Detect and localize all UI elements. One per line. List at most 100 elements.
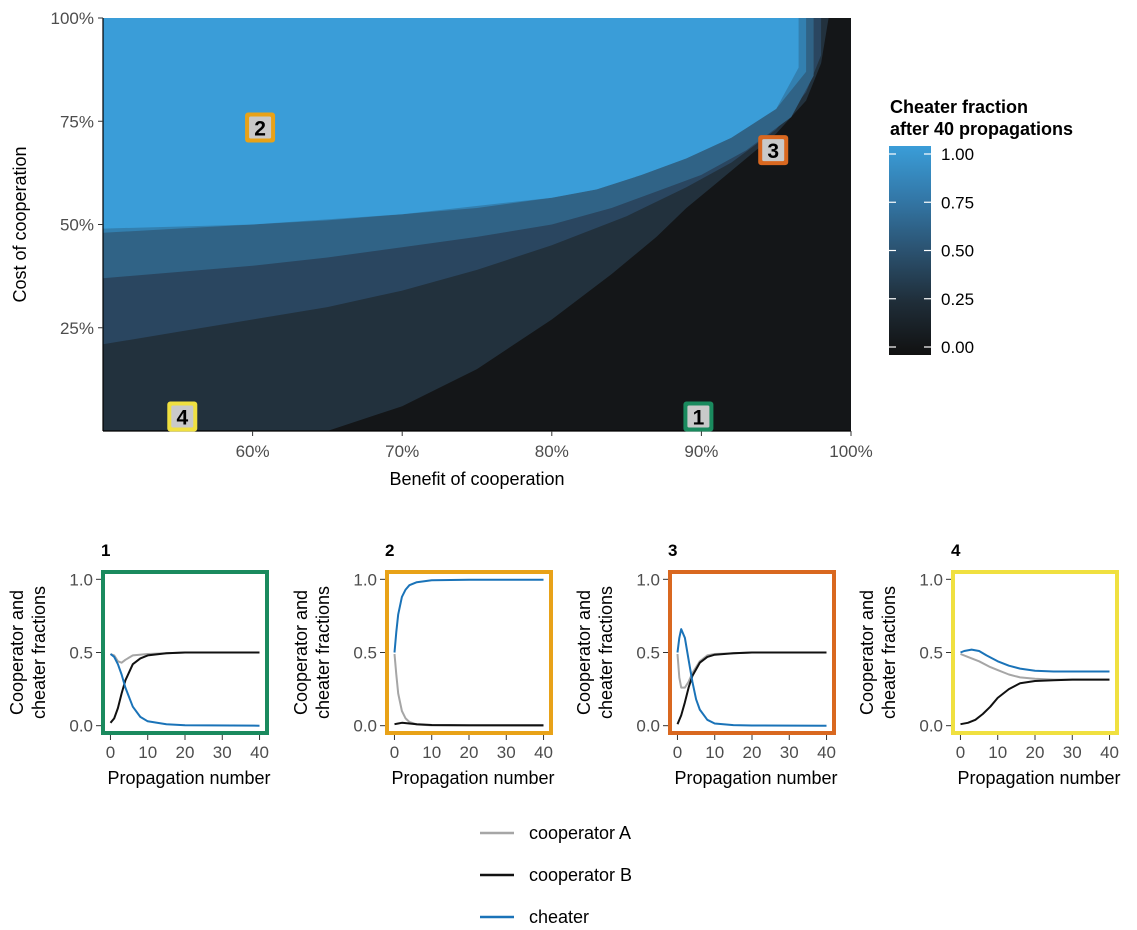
panel-x-tick-label: 40 [534,743,553,762]
legend-item-cheater: cheater [480,907,589,927]
panel-x-tick-label: 0 [106,743,115,762]
region-marker-label: 1 [693,407,705,430]
series-line-cheater [109,653,260,727]
region-marker-fill [171,405,194,428]
colorbar-title-line: after 40 propagations [890,119,1073,139]
panel-title: 3 [668,541,677,560]
panel-x-axis-title: Propagation number [674,768,837,788]
panel-y-tick-label: 0.5 [919,644,943,663]
panel-x-tick-label: 10 [422,743,441,762]
panel-y-tick-label: 0.0 [69,717,93,736]
panel-x-tick-label: 40 [250,743,269,762]
panel-title: 2 [385,541,394,560]
region-marker-1: 1 [683,401,714,432]
panel-x-axis-title: Propagation number [957,768,1120,788]
series-legend: cooperator A cooperator B cheater [480,823,632,927]
region-marker-fill [687,405,710,428]
series-line-cooperator-B [960,678,1110,726]
panel-x-tick-label: 10 [138,743,157,762]
legend-item-cooperator-B: cooperator B [480,865,632,885]
series-line-cooperator-B [676,651,827,725]
x-tick-label: 100% [829,442,872,461]
panel-y-tick-label: 0.5 [636,644,660,663]
panel-x-tick-label: 40 [817,743,836,762]
panel-y-tick-label: 0.0 [353,717,377,736]
panel-y-axis-title-line: Cooperator and [574,590,594,715]
legend-item-cooperator-A: cooperator A [480,823,631,843]
contour-plot: 60% 70% 80% 90% 100% 25% 50% 75% 100% Benefit of … [10,9,873,489]
series-line-cheater [960,648,1110,673]
colorbar-tick-label: 0.25 [941,290,974,309]
panel-y-tick-label: 0.5 [353,644,377,663]
panel-x-axis-title: Propagation number [107,768,270,788]
series-line-cooperator-B [394,721,544,727]
panel-x-tick-label: 20 [176,743,195,762]
colorbar-tick-label: 1.00 [941,145,974,164]
colorbar-tick-label: 0.50 [941,242,974,261]
x-tick-label: 80% [535,442,569,461]
panel-y-axis-title-line: Cooperator and [857,590,877,715]
legend-label: cooperator B [529,865,632,885]
panel-y-axis-title: Cooperator and cheater fractions [574,586,616,719]
panel-title: 1 [101,541,110,560]
legend-label: cooperator A [529,823,631,843]
region-marker-2: 2 [245,112,276,143]
legend-label: cheater [529,907,589,925]
panel-2: 2 0.0 0.5 1.0 0 10 20 30 40 Propagation number Coo… [291,541,555,788]
series-line-cooperator-B [109,651,260,724]
panel-x-tick-label: 0 [390,743,399,762]
x-tick-label: 70% [385,442,419,461]
y-axis-title: Cost of cooperation [10,146,30,302]
panel-x-tick-label: 0 [956,743,965,762]
panel-y-tick-label: 0.5 [69,644,93,663]
region-marker-label: 3 [767,140,779,163]
series-line-cheater [676,628,827,727]
panel-y-axis-title: Cooperator and cheater fractions [857,586,899,719]
region-marker-label: 4 [176,407,188,430]
y-tick-label: 25% [60,319,94,338]
panel-y-tick-label: 1.0 [69,570,93,589]
panel-x-tick-label: 20 [743,743,762,762]
region-marker-fill [762,139,785,162]
panel-y-tick-label: 0.0 [919,717,943,736]
colorbar-title-line: Cheater fraction [890,97,1028,117]
panel-y-axis-title-line: cheater fractions [313,586,333,719]
panel-frame [951,570,1119,735]
region-marker-label: 2 [254,117,266,140]
panel-x-tick-label: 30 [780,743,799,762]
panel-x-tick-label: 10 [988,743,1007,762]
panel-x-tick-label: 30 [1063,743,1082,762]
panel-y-axis-title: Cooperator and cheater fractions [7,586,49,719]
y-tick-label: 50% [60,216,94,235]
panel-y-tick-label: 1.0 [636,570,660,589]
panel-y-axis-title: Cooperator and cheater fractions [291,586,333,719]
panel-x-tick-label: 30 [497,743,516,762]
panel-4: 4 0.0 0.5 1.0 0 10 20 30 40 Propagation number Coo… [857,541,1121,788]
panel-title: 4 [951,541,961,560]
panel-frame [385,570,553,735]
panel-y-tick-label: 0.0 [636,717,660,736]
colorbar-tick-label: 0.75 [941,193,974,212]
panel-y-tick-label: 1.0 [919,570,943,589]
series-line-cheater [393,578,544,653]
panel-y-axis-title-line: cheater fractions [879,586,899,719]
panel-3: 3 0.0 0.5 1.0 0 10 20 30 40 Propagation number Coo… [574,541,838,788]
panel-x-tick-label: 0 [673,743,682,762]
panel-x-tick-label: 30 [213,743,232,762]
region-marker-3: 3 [758,135,789,166]
panel-y-tick-label: 1.0 [353,570,377,589]
contour-band-5 [103,18,799,229]
panel-1: 1 0.0 0.5 1.0 0 10 20 30 40 Propagation number Coo… [7,541,271,788]
y-tick-label: 100% [51,9,94,28]
region-marker-4: 4 [167,401,198,432]
panel-x-tick-label: 40 [1100,743,1119,762]
panel-x-tick-label: 10 [705,743,724,762]
y-tick-label: 75% [60,112,94,131]
panel-y-axis-title-line: cheater fractions [596,586,616,719]
panel-x-axis-title: Propagation number [391,768,554,788]
colorbar-tick-label: 0.00 [941,338,974,357]
